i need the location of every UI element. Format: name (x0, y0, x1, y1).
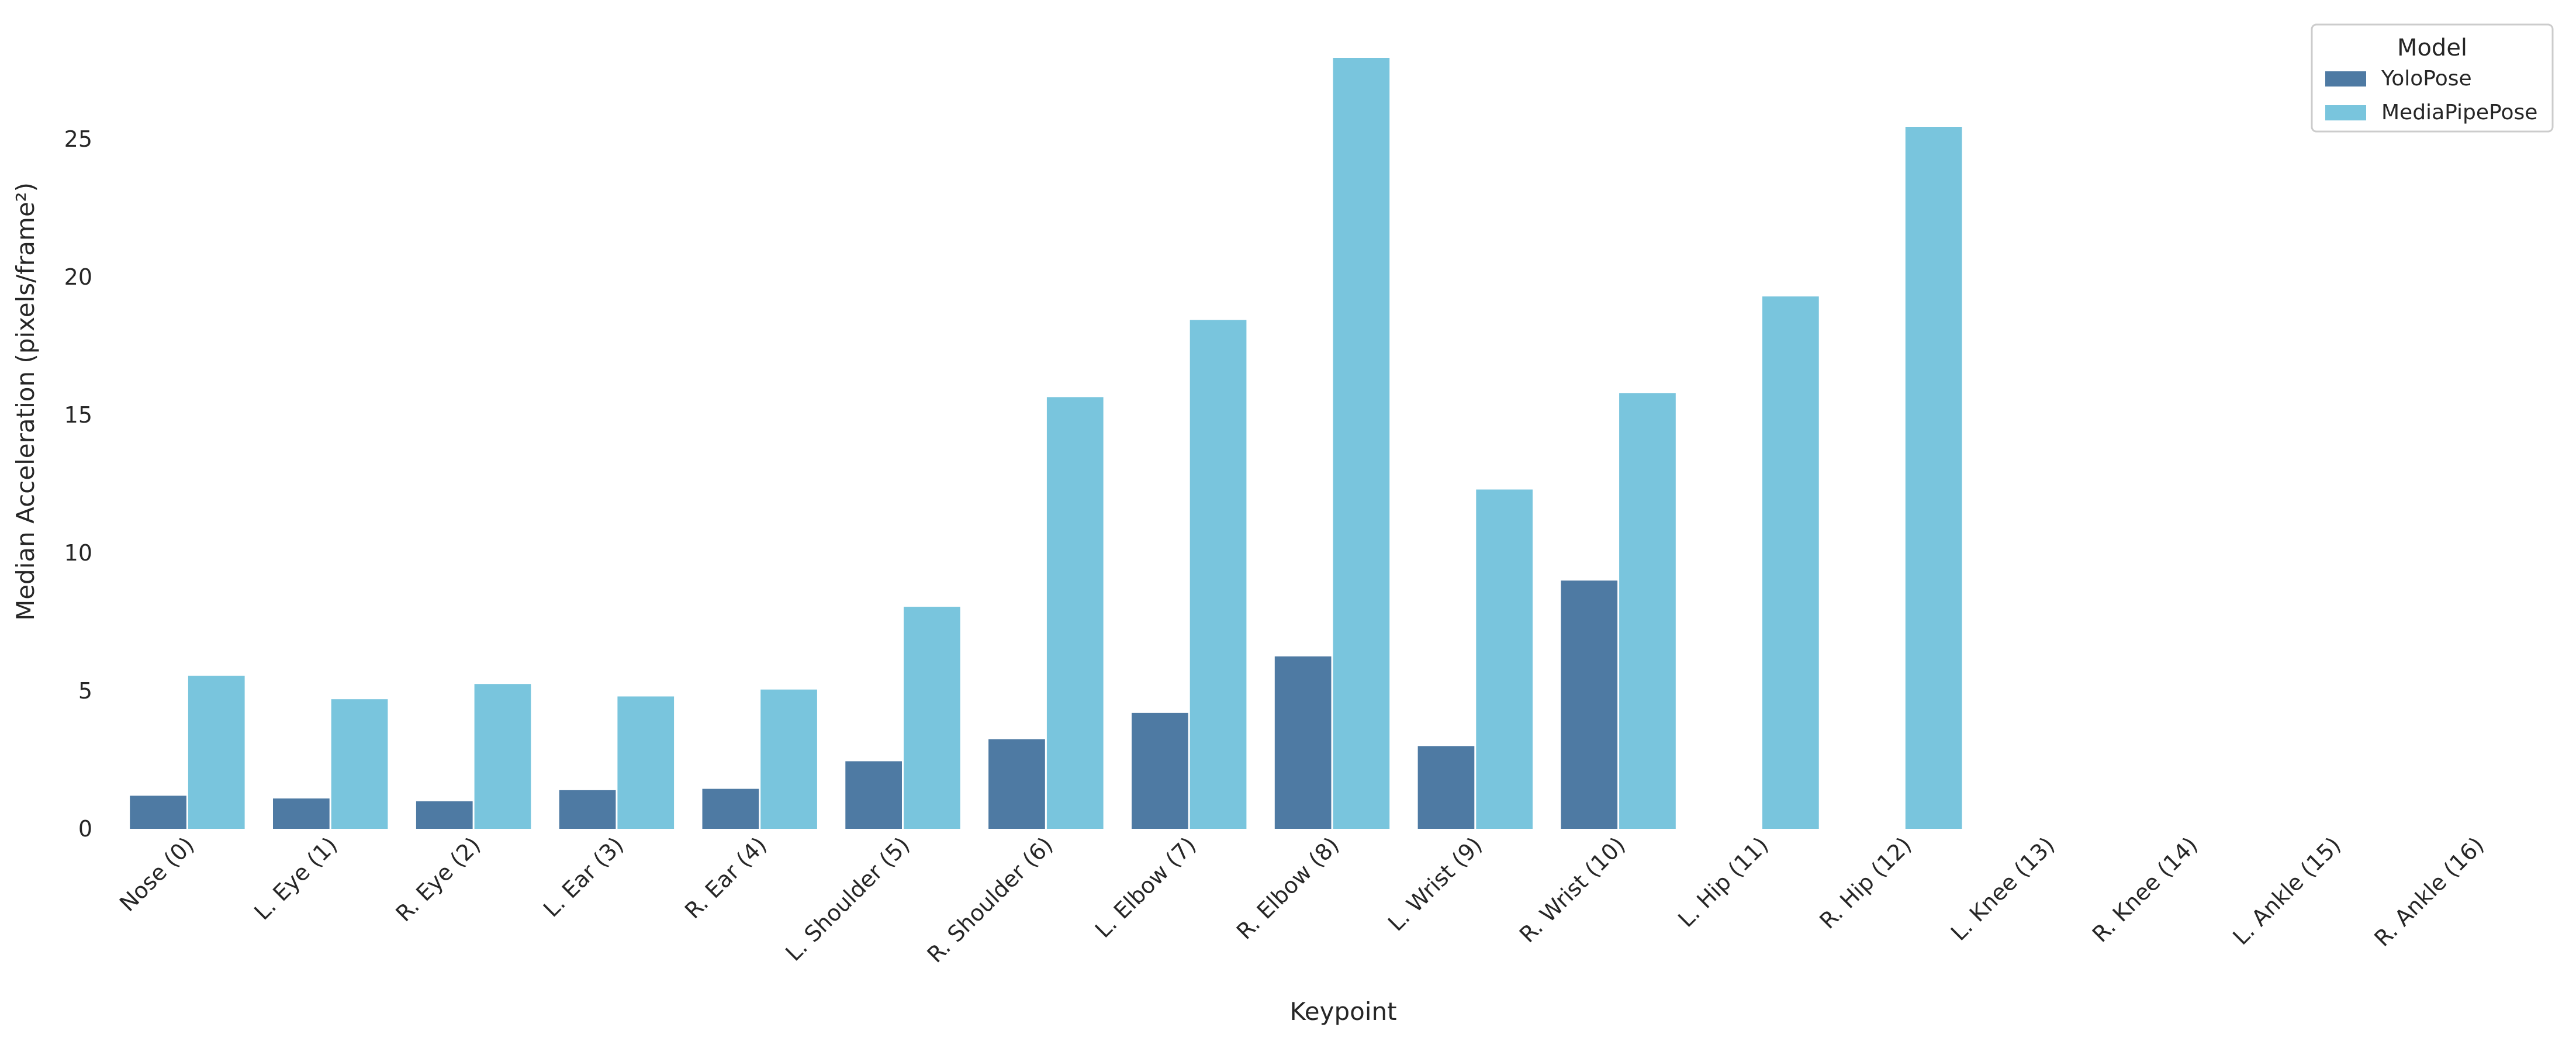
bar-mediapipepose-11 (1762, 296, 1819, 829)
x-axis-ticks: Nose (0) L. Eye (1) R. Eye (2) L. Ear (3) R.… (115, 832, 2489, 967)
bar-mediapipepose-6 (1046, 397, 1104, 829)
bar-mediapipepose-5 (904, 607, 960, 829)
bar-yolopose-0 (130, 796, 186, 829)
bar-yolopose-7 (1132, 713, 1188, 829)
legend-box (2311, 23, 2554, 133)
bar-yolopose-1 (273, 798, 330, 829)
x-tick-label: R. Knee (14) (2087, 832, 2202, 947)
x-tick-label: L. Knee (13) (1946, 832, 2060, 946)
x-axis-label: Keypoint (1289, 997, 1396, 1026)
x-tick-label: R. Shoulder (6) (922, 832, 1058, 967)
bar-mediapipepose-4 (760, 689, 817, 829)
x-tick-label: L. Ankle (15) (2228, 832, 2346, 950)
y-tick-label: 0 (78, 816, 92, 842)
bar-mediapipepose-3 (617, 696, 675, 829)
bars-group (130, 58, 1962, 829)
legend-swatch-yolopose (2325, 71, 2366, 87)
x-tick-label: L. Eye (1) (249, 832, 342, 925)
x-tick-label: R. Wrist (10) (1515, 832, 1630, 947)
x-tick-label: R. Eye (2) (391, 832, 486, 926)
legend-title: Model (2397, 34, 2467, 61)
bar-yolopose-4 (702, 788, 759, 829)
bar-mediapipepose-9 (1476, 489, 1533, 829)
x-tick-label: L. Elbow (7) (1090, 832, 1201, 943)
bar-mediapipepose-2 (474, 684, 531, 829)
bar-yolopose-3 (559, 790, 616, 829)
x-tick-label: R. Ear (4) (680, 832, 772, 924)
x-tick-label: L. Wrist (9) (1383, 832, 1487, 936)
bar-mediapipepose-7 (1190, 320, 1247, 829)
bar-mediapipepose-10 (1619, 393, 1676, 829)
x-tick-label: R. Hip (12) (1814, 832, 1916, 933)
bar-yolopose-9 (1417, 746, 1475, 829)
bar-mediapipepose-8 (1333, 58, 1390, 829)
x-tick-label: L. Hip (11) (1673, 832, 1773, 932)
x-tick-label: R. Ankle (16) (2369, 832, 2489, 952)
y-axis-ticks: 0 5 10 15 20 25 (64, 126, 92, 842)
x-tick-label: L. Shoulder (5) (780, 832, 914, 966)
y-tick-label: 25 (64, 126, 92, 152)
y-tick-label: 20 (64, 264, 92, 290)
legend-label-mediapipepose: MediaPipePose (2381, 101, 2537, 124)
bar-yolopose-5 (845, 761, 902, 829)
legend: Model YoloPose MediaPipePose (2311, 23, 2554, 133)
bar-yolopose-6 (988, 739, 1045, 829)
legend-swatch-mediapipepose (2325, 105, 2366, 120)
bar-mediapipepose-0 (188, 676, 245, 829)
x-tick-label: L. Ear (3) (538, 832, 628, 922)
legend-label-yolopose: YoloPose (2381, 67, 2472, 91)
x-tick-label: Nose (0) (115, 832, 199, 917)
y-tick-label: 10 (64, 540, 92, 566)
y-tick-label: 5 (78, 678, 92, 704)
x-tick-label: R. Elbow (8) (1232, 832, 1344, 944)
y-axis-label: Median Acceleration (pixels/frame²) (11, 182, 40, 621)
bar-yolopose-8 (1274, 656, 1332, 829)
bar-yolopose-2 (416, 801, 473, 829)
y-tick-label: 15 (64, 402, 92, 428)
bar-yolopose-10 (1561, 580, 1618, 829)
bar-mediapipepose-1 (331, 699, 388, 829)
bar-mediapipepose-12 (1905, 127, 1962, 829)
